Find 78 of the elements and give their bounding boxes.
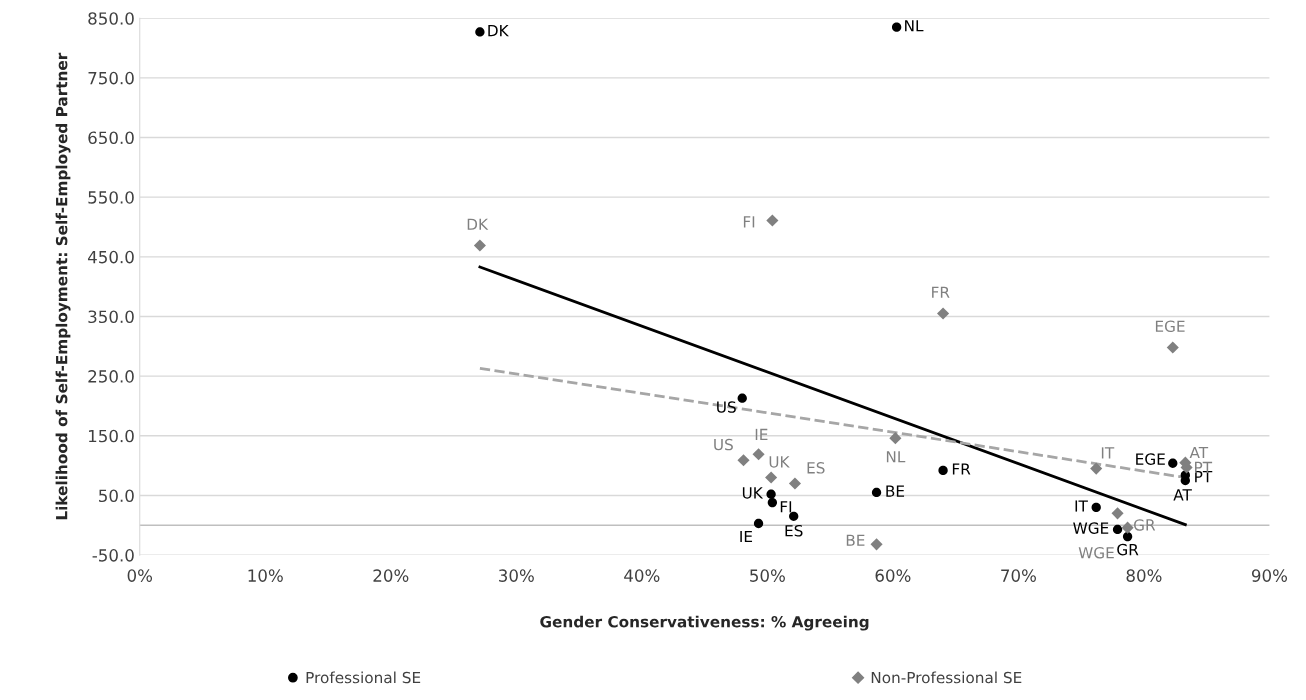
legend-label: Non-Professional SE	[871, 671, 1022, 684]
annotation: ES	[807, 462, 825, 474]
y-tick-label: -50.0	[92, 549, 134, 562]
point	[1112, 524, 1123, 535]
x-tick-label: 40%	[624, 569, 660, 582]
y-tick-label: 650.0	[88, 131, 134, 145]
annotation: BE	[886, 485, 905, 497]
annotation: ES	[785, 524, 803, 537]
y-tick-label: 350.0	[88, 310, 134, 324]
annotation: NL	[905, 20, 924, 32]
annotation: FR	[932, 286, 950, 298]
point	[788, 477, 802, 490]
y-tick-label: 550.0	[88, 191, 134, 204]
annotation: EGE	[1136, 453, 1165, 465]
point	[752, 448, 765, 461]
y-tick-label: 850.0	[88, 12, 134, 25]
annotation: AT	[1189, 446, 1209, 459]
point	[753, 518, 764, 529]
x-tick-label: 30%	[499, 569, 534, 582]
point	[475, 27, 485, 37]
annotation: BE	[846, 534, 865, 546]
point	[765, 471, 778, 484]
legend-label: Professional SE	[306, 671, 421, 684]
point	[891, 22, 902, 32]
x-tick-label: 90%	[1251, 569, 1288, 582]
x-tick-label: 10%	[248, 569, 283, 582]
point	[938, 465, 948, 476]
point	[737, 454, 750, 467]
x-tick-label: 20%	[373, 569, 409, 582]
point	[870, 538, 883, 551]
y-tick-label: 250.0	[88, 370, 134, 383]
annotation: AT	[1173, 489, 1192, 501]
annotation: GR	[1117, 543, 1139, 556]
annotation: DK	[488, 25, 509, 37]
point	[789, 511, 799, 521]
point	[1091, 502, 1101, 513]
point	[767, 497, 778, 508]
y-tick-label: 50.0	[99, 489, 134, 503]
point	[1111, 507, 1124, 520]
annotation: DK	[467, 218, 489, 230]
x-tick-label: 60%	[875, 569, 911, 582]
annotation: EGE	[1155, 320, 1185, 333]
annotation: UK	[769, 456, 790, 468]
annotation: WGE	[1078, 546, 1114, 559]
point	[871, 487, 882, 498]
annotation: IT	[1101, 447, 1115, 459]
y-tick-label: 150.0	[89, 429, 134, 443]
annotation: US	[714, 438, 733, 451]
point	[1122, 531, 1133, 542]
point	[937, 307, 950, 320]
annotation: IT	[1075, 500, 1088, 512]
point	[473, 239, 486, 252]
point	[1168, 458, 1178, 468]
annotation: WGE	[1073, 522, 1109, 534]
annotation: GR	[1134, 519, 1156, 531]
annotation: US	[717, 401, 736, 413]
point	[766, 214, 779, 227]
x-tick-label: 70%	[1001, 569, 1036, 582]
x-tick-label: 0%	[127, 569, 153, 582]
point	[1090, 462, 1103, 475]
point	[1121, 521, 1134, 534]
y-tick-label: 450.0	[87, 250, 134, 264]
x-tick-label: 50%	[750, 569, 785, 582]
annotation: FI	[743, 216, 755, 228]
x-tick-label: 80%	[1126, 569, 1162, 582]
x-axis-title: Gender Conservativeness: % Agreeing	[540, 615, 869, 631]
annotation: IE	[740, 530, 753, 543]
point	[889, 432, 902, 445]
point	[737, 393, 747, 403]
annotation: FI	[780, 501, 792, 513]
y-tick-label: 750.0	[88, 71, 134, 85]
annotation: NL	[886, 451, 906, 463]
annotation: FR	[952, 463, 971, 475]
point	[766, 489, 776, 499]
point	[1166, 341, 1179, 354]
annotation: IE	[755, 428, 768, 440]
y-axis-title: Likelihood of Self-Employment: Self-Employed Partner	[55, 52, 71, 520]
annotation: UK	[742, 487, 764, 499]
